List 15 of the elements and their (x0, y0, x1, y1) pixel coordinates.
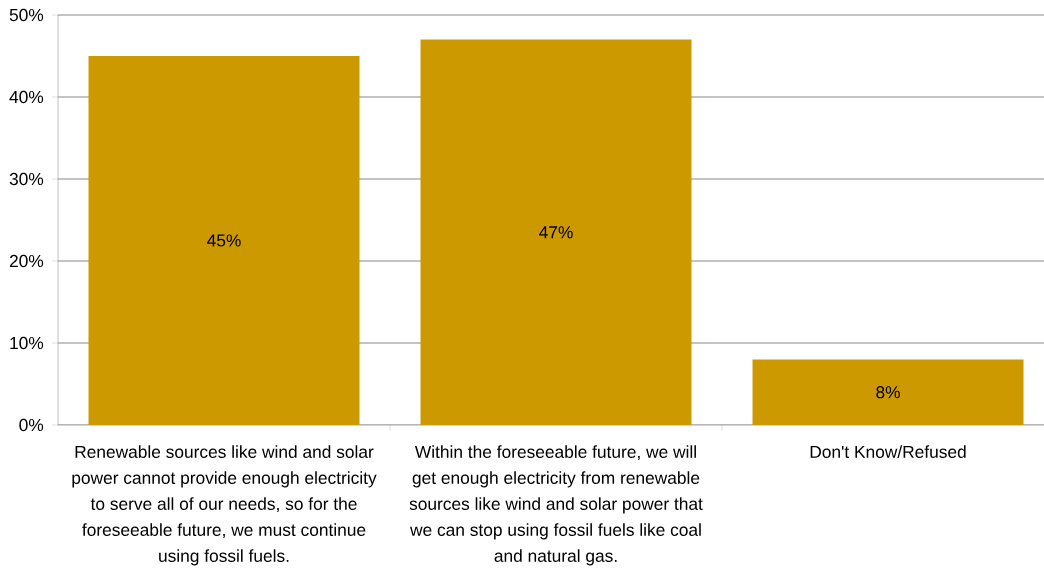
data-label: 8% (876, 386, 900, 399)
y-tick-label: 20% (9, 254, 44, 268)
y-tick-label: 40% (9, 90, 44, 104)
data-label: 45% (207, 234, 241, 247)
x-tick-label: Don't Know/Refused (810, 445, 966, 458)
x-tick-label: Within the foreseeable future, we will get enough electricity from renewable sources like wind and solar power that we can stop using fossil fuels like coal and natural gas. (409, 445, 703, 566)
y-tick-label: 30% (9, 172, 44, 186)
bar (752, 359, 1024, 425)
x-tick-label: Renewable sources like wind and solar power cannot provide enough electricity to serve all of our needs, so for the foreseeable future, we must continue using fossil fuels. (72, 445, 377, 566)
data-label: 47% (539, 226, 573, 239)
y-tick-label: 50% (9, 8, 44, 22)
bar (420, 39, 692, 425)
y-tick-label: 10% (10, 336, 44, 350)
bar (88, 56, 360, 425)
y-tick-label: 0% (19, 418, 44, 432)
